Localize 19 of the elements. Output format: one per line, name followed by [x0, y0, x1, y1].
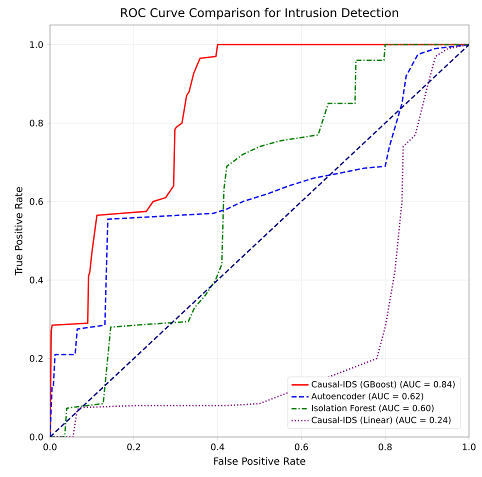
legend-label: Causal-IDS (Linear) (AUC = 0.24) [312, 416, 451, 424]
y-tick-label: 0.2 [30, 355, 43, 362]
legend-label: Isolation Forest (AUC = 0.60) [312, 404, 434, 412]
legend-label: Causal-IDS (GBoost) (AUC = 0.84) [312, 380, 455, 388]
y-axis-title: True Positive Rate [14, 187, 22, 276]
x-tick-label: 0.2 [127, 444, 140, 450]
x-axis-title: False Positive Rate [214, 457, 306, 465]
y-tick-label: 0.8 [30, 120, 43, 126]
y-tick-label: 1.0 [30, 41, 43, 48]
y-tick-label: 0.4 [30, 276, 43, 284]
x-tick-label: 0.6 [294, 444, 308, 450]
x-tick-label: 0.0 [43, 444, 57, 450]
y-tick-label: 0.0 [30, 434, 43, 440]
x-tick-label: 1.0 [462, 444, 476, 450]
x-tick-label: 0.8 [378, 444, 392, 450]
legend-label: Autoencoder (AUC = 0.62) [311, 392, 424, 400]
x-tick-label: 0.4 [211, 444, 224, 450]
chart-title: ROC Curve Comparison for Intrusion Detection [121, 8, 398, 20]
y-tick-label: 0.6 [30, 198, 43, 205]
